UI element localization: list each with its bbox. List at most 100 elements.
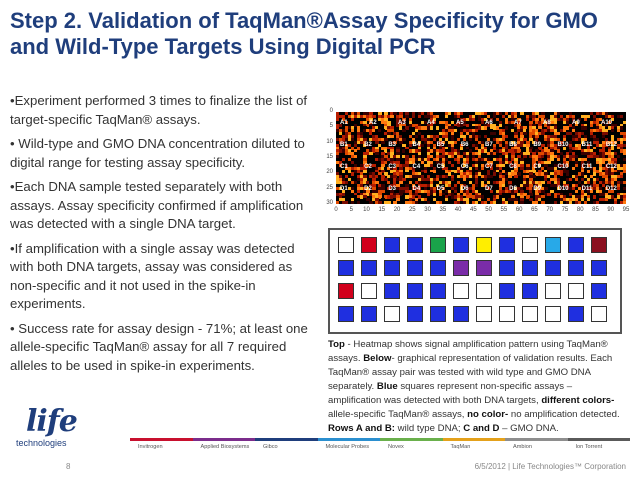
heatmap-well-label: C5: [436, 164, 445, 170]
logo-word: life: [26, 404, 78, 439]
caption-blue-label: Blue: [376, 381, 398, 392]
heatmap-well-label: D2: [364, 186, 372, 192]
brand-color-line: [380, 438, 443, 441]
caption-none-text: no amplification detected.: [508, 409, 620, 420]
result-square: [384, 237, 400, 253]
heatmap-y-tick: 30: [326, 200, 333, 206]
result-square: [338, 260, 354, 276]
result-square: [361, 306, 377, 322]
heatmap-x-tick: 70: [546, 207, 554, 213]
result-square: [522, 306, 538, 322]
brand-name: Gibco: [263, 444, 278, 450]
heatmap-well-label: B7: [485, 142, 493, 148]
result-square: [407, 306, 423, 322]
heatmap-well-label: C10: [557, 164, 569, 170]
heatmap-well-label: C8: [509, 164, 517, 170]
brand-color-line: [130, 438, 193, 441]
result-square: [476, 283, 492, 299]
heatmap-x-tick: 75: [561, 207, 569, 213]
result-square: [591, 237, 607, 253]
heatmap-y-tick: 0: [329, 108, 333, 114]
heatmap-well-label: B6: [460, 142, 469, 148]
heatmap-x-tick: 15: [378, 207, 386, 213]
heatmap-x-tick: 85: [592, 207, 599, 213]
bullet-item: •Experiment performed 3 times to finaliz…: [10, 93, 308, 127]
heatmap-x-tick: 40: [454, 207, 462, 213]
heatmap-well-label: A5: [456, 120, 464, 126]
brand-name: Molecular Probes: [325, 444, 370, 450]
caption-none-label: no color-: [467, 409, 509, 420]
result-square: [522, 283, 538, 299]
result-square: [384, 260, 400, 276]
result-square: [545, 260, 561, 276]
result-square: [361, 237, 377, 253]
heatmap-well-label: C9: [533, 164, 541, 170]
result-square: [338, 283, 354, 299]
brand-bar: Invitrogen Applied Biosystems Gibco Molecul…: [130, 438, 630, 456]
caption-diff-label: different colors-: [541, 395, 615, 406]
heatmap-well-label: D7: [485, 186, 493, 192]
result-square: [338, 306, 354, 322]
result-square: [407, 237, 423, 253]
heatmap-y-tick: 15: [326, 154, 333, 160]
result-square: [430, 306, 446, 322]
result-square: [430, 283, 446, 299]
bullet-item: • Wild-type and GMO DNA concentration di…: [10, 136, 305, 170]
heatmap-well-label: D5: [436, 186, 445, 192]
result-square: [453, 237, 469, 253]
brand-color-line: [442, 438, 505, 441]
heatmap-well-label: D8: [509, 186, 517, 192]
heatmap-well-label: C3: [388, 164, 396, 170]
result-square: [407, 260, 423, 276]
heatmap-well-label: D9: [533, 186, 541, 192]
heatmap-x-tick: 25: [408, 207, 416, 213]
figure-caption: Top - Heatmap shows signal amplification…: [328, 338, 624, 436]
caption-top-text: - Heatmap shows signal amplification pat…: [328, 339, 608, 364]
heatmap-x-axis: 0 5 10 15 20 25 30 35 40 45 50 55 60 65 70 75 80 85 90 95: [334, 207, 629, 217]
heatmap-x-tick: 65: [531, 207, 538, 213]
heatmap-well-label: D4: [412, 186, 421, 192]
caption-cd-text: – GMO DNA.: [499, 423, 559, 434]
heatmap-x-tick: 80: [576, 207, 584, 213]
caption-diff-text: allele-specific TaqMan® assays,: [328, 409, 468, 420]
brand-name: Applied Biosystems: [200, 444, 250, 450]
heatmap-grid: A1 A2 A3 A4 A5 A6 A7 A8 A9 A10 B1 B2 B3 B4 B5 B6 B7 B8 B9 B…: [336, 112, 627, 205]
heatmap-well-label: A10: [601, 120, 613, 126]
heatmap-well-label: C6: [460, 164, 469, 170]
result-square: [476, 237, 492, 253]
heatmap-well-label: B1: [340, 142, 348, 148]
heatmap-x-tick: 20: [393, 207, 401, 213]
heatmap-well-label: D1: [340, 186, 348, 192]
result-square: [407, 283, 423, 299]
result-square: [361, 260, 377, 276]
result-square: [499, 237, 515, 253]
logo-subtext: technologies: [16, 438, 67, 448]
footer-text: 6/5/2012 | Life Technologies™ Corporatio…: [474, 462, 626, 471]
brand-color-line: [317, 438, 380, 441]
result-square: [384, 283, 400, 299]
heatmap-well-label: A6: [485, 120, 493, 126]
bullet-item: • Success rate for assay design - 71%; a…: [10, 320, 308, 373]
heatmap-well-label: B4: [412, 142, 421, 148]
heatmap-well-label: B9: [533, 142, 541, 148]
brand-name: Ambion: [513, 444, 532, 450]
caption-top-label: Top: [328, 339, 345, 350]
heatmap-y-tick: 5: [329, 123, 333, 130]
caption-blue-text: squares represent non-specific assays –a…: [328, 381, 573, 406]
heatmap-x-tick: 60: [515, 207, 523, 213]
heatmap-well-label: B5: [436, 142, 445, 148]
result-square: [499, 283, 515, 299]
heatmap-x-tick: 5: [349, 207, 353, 213]
bullet-item: •If amplification with a single assay wa…: [10, 240, 295, 312]
brand-color-line: [255, 438, 318, 441]
heatmap-well-label: C2: [364, 164, 372, 170]
heatmap-x-tick: 35: [439, 207, 447, 213]
heatmap-y-tick: 25: [326, 184, 333, 191]
result-square: [430, 237, 446, 253]
heatmap-x-tick: 50: [485, 207, 492, 213]
result-square: [591, 283, 607, 299]
result-square: [338, 237, 354, 253]
result-square: [568, 260, 584, 276]
heatmap-well-label: A4: [427, 120, 435, 126]
heatmap-well-label: D6: [460, 186, 469, 192]
